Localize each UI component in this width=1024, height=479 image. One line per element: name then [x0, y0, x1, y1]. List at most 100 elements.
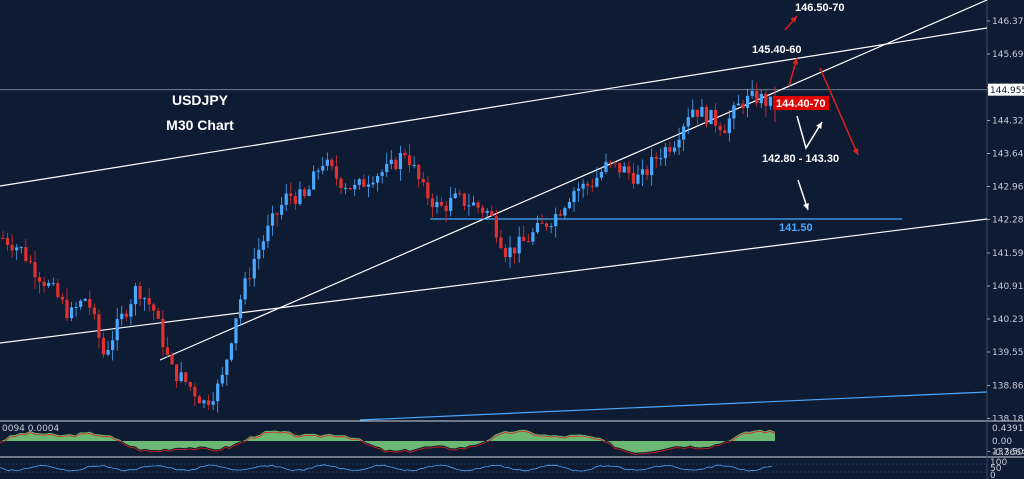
candle-body [344, 187, 348, 189]
candle-body [97, 314, 101, 338]
candle-body [449, 197, 453, 211]
candle-body [668, 147, 672, 152]
candle-body [567, 202, 572, 209]
candle-body [613, 162, 617, 164]
y-tick-label: 138.860 [992, 381, 1024, 391]
candle-body [220, 374, 224, 384]
candle-body [238, 299, 243, 319]
candle-body [755, 90, 759, 104]
candle-body [330, 159, 334, 167]
current-price-label: 144.955 [990, 86, 1024, 96]
candle-body [174, 364, 179, 382]
candle-body [672, 147, 677, 152]
osc1-signal-line [0, 430, 776, 455]
y-tick-label: 142.960 [992, 182, 1024, 192]
candle-body [581, 183, 585, 189]
candle-body [471, 202, 476, 206]
candle-body [334, 166, 339, 179]
candle-body [28, 260, 33, 262]
candle-body [691, 109, 695, 118]
candle-body [202, 400, 206, 404]
candle-body [69, 307, 74, 319]
candle-body [618, 163, 622, 173]
candle-body [608, 161, 613, 163]
candle-body [47, 282, 51, 286]
long-term-support-line [359, 391, 988, 421]
candle-body [517, 236, 521, 254]
y-tick-label: 137.500 [992, 447, 1024, 457]
candle-body [741, 103, 745, 108]
candle-body [298, 189, 302, 204]
candle-body [243, 278, 247, 300]
candle-body [576, 188, 581, 191]
level-annotation: 146.50-70 [795, 2, 845, 14]
candle-body [380, 172, 384, 176]
level-annotation: 145.40-60 [752, 44, 802, 56]
candle-body [650, 157, 654, 176]
chart-subtitle: M30 Chart [166, 117, 234, 133]
candle-body [768, 96, 773, 106]
candle-body [485, 211, 489, 213]
y-tick-label: 143.640 [992, 149, 1024, 159]
candle-body [275, 213, 279, 215]
candle-body [723, 130, 727, 134]
candle-body [590, 185, 594, 187]
candle-body [188, 381, 192, 387]
candle-body [540, 222, 544, 224]
candle-body [554, 214, 558, 227]
candle-body [745, 95, 750, 108]
candle-body [152, 304, 156, 311]
candle-body [595, 177, 599, 187]
candle-body [88, 298, 92, 308]
candle-body [407, 155, 412, 166]
candle-body [654, 157, 658, 159]
candle-body [161, 318, 165, 348]
osc1-scale-label: 0.00 [992, 437, 1012, 447]
candle-body [513, 247, 517, 254]
candle-body [165, 347, 170, 355]
candle-body [503, 248, 508, 258]
candle-body [111, 340, 115, 351]
candle-body [92, 307, 96, 315]
candle-body [33, 261, 37, 278]
upper-channel-line [0, 27, 988, 187]
candle-body [5, 238, 10, 245]
candle-body [663, 147, 667, 159]
candle-body [389, 159, 393, 165]
candle-body [403, 152, 407, 156]
candle-body [266, 225, 270, 242]
candle-body [499, 237, 503, 249]
candle-body [357, 179, 361, 185]
y-tick-label: 138.180 [992, 414, 1024, 424]
candle-body [385, 164, 389, 173]
red-arrow-to-146-50 [784, 15, 798, 31]
white-arrow-down [797, 179, 809, 211]
candle-body [170, 354, 174, 365]
candle-body [83, 298, 87, 301]
candle-body [312, 171, 316, 190]
candle-body [101, 337, 106, 355]
candle-body [211, 401, 215, 405]
candle-body [284, 193, 288, 205]
candle-body [430, 198, 434, 208]
candle-body [216, 383, 220, 402]
candle-body [467, 205, 471, 207]
osc1-scale-label: -0.3664 [992, 448, 1024, 458]
y-tick-label: 145.690 [992, 50, 1024, 60]
candle-body [704, 106, 709, 124]
candle-body [682, 126, 686, 140]
candle-body [261, 241, 265, 250]
candle-body [586, 183, 590, 186]
candle-body [549, 226, 553, 228]
candle-body [481, 207, 485, 213]
candle-body [106, 350, 110, 355]
chart-title: USDJPY [172, 92, 229, 108]
candle-body [417, 164, 421, 179]
candle-body [156, 310, 160, 319]
rising-trendline [159, 0, 988, 361]
osc2-line [0, 464, 773, 472]
osc2-scale-label: 50 [990, 464, 1002, 474]
candle-body [115, 319, 119, 341]
